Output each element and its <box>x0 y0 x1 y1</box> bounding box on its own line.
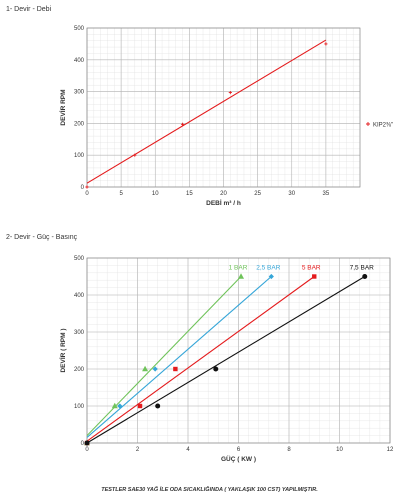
x-axis-label: GÜÇ ( KW ) <box>221 454 256 463</box>
data-point <box>155 403 161 409</box>
section-title-devir-guc-basinc: 2- Devir - Güç - Basınç <box>6 234 78 241</box>
y-tick-label: 0 <box>81 185 85 191</box>
x-tick-label: 4 <box>186 447 190 453</box>
y-tick-label: 200 <box>74 367 85 373</box>
x-tick-label: 30 <box>288 191 295 197</box>
x-tick-label: 35 <box>323 191 330 197</box>
x-tick-label: 25 <box>254 191 261 197</box>
data-point <box>312 274 317 279</box>
y-tick-label: 500 <box>74 256 85 262</box>
y-tick-label: 100 <box>74 153 85 159</box>
data-point <box>268 273 274 280</box>
data-point <box>324 42 328 46</box>
series-line <box>86 276 366 444</box>
x-tick-label: 5 <box>119 191 123 197</box>
series-2 <box>84 273 274 446</box>
x-tick-label: 0 <box>85 447 89 453</box>
x-tick-label: 10 <box>336 447 343 453</box>
footer-note: TESTLER SAE30 YAĞ İLE ODA SICAKLIĞINDA (… <box>101 487 318 493</box>
x-tick-label: 12 <box>387 447 394 453</box>
y-tick-label: 300 <box>74 330 85 336</box>
data-point <box>117 403 123 409</box>
series-1 <box>85 39 328 189</box>
y-tick-label: 300 <box>74 90 85 96</box>
legend-label: KIP2⅜" <box>373 123 393 129</box>
x-axis-label: DEBİ m³ / h <box>206 199 241 207</box>
series-3 <box>84 274 317 446</box>
data-point <box>152 366 158 372</box>
x-tick-label: 15 <box>186 191 193 197</box>
x-tick-label: 0 <box>85 191 89 197</box>
series-line <box>86 276 315 442</box>
series-label: 7,5 BAR <box>350 265 375 272</box>
series-line <box>86 276 272 438</box>
legend-marker <box>366 122 370 126</box>
y-axis-label: DEVİR ( RPM ) <box>59 328 67 372</box>
x-tick-label: 8 <box>287 447 291 453</box>
data-point <box>213 366 219 372</box>
y-tick-label: 400 <box>74 58 85 64</box>
y-axis-label: DEVİR RPM <box>59 89 67 125</box>
data-point <box>84 440 90 446</box>
chart-devir-debi: 0 5 10 15 20 25 30 35 0 100 200 300 400 500 DEBİ m³ / … <box>59 26 393 207</box>
data-point <box>85 185 89 189</box>
x-tick-label: 10 <box>152 191 159 197</box>
series-line <box>86 276 242 436</box>
y-tick-label: 0 <box>81 441 85 447</box>
section-title-devir-debi: 1- Devir - Debi <box>6 6 52 13</box>
data-point <box>137 403 143 409</box>
plot-frame <box>86 257 391 444</box>
data-point <box>142 365 149 372</box>
legend: KIP2⅜" <box>366 122 393 129</box>
series-label: 2,5 BAR <box>256 265 281 272</box>
y-tick-label: 400 <box>74 293 85 299</box>
data-point <box>111 402 118 409</box>
data-point <box>173 366 178 372</box>
series-line <box>86 39 327 184</box>
data-point <box>238 273 245 279</box>
data-point <box>133 153 137 157</box>
data-point <box>362 274 368 279</box>
y-tick-label: 500 <box>74 26 85 32</box>
data-point <box>228 90 232 95</box>
x-tick-label: 20 <box>220 191 227 197</box>
y-tick-label: 100 <box>74 404 85 410</box>
x-tick-label: 2 <box>136 447 140 453</box>
series-4 <box>84 274 368 446</box>
data-point <box>180 122 185 126</box>
series-label: 1 BAR <box>229 265 248 272</box>
plot-frame <box>86 27 361 188</box>
y-tick-label: 200 <box>74 121 85 127</box>
x-tick-label: 6 <box>237 447 241 453</box>
series-label: 5 BAR <box>302 265 321 272</box>
